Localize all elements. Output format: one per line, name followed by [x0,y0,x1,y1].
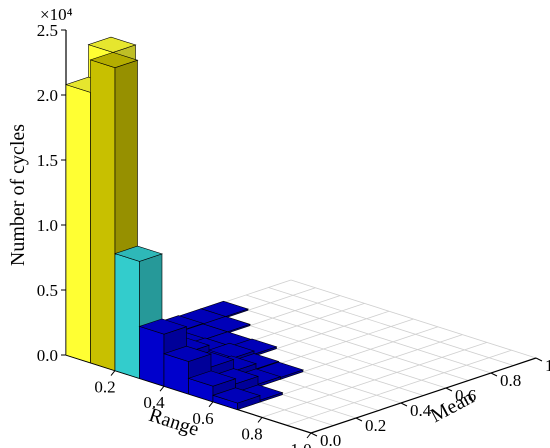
mean-tick-label: 0.6 [455,386,476,405]
scale-label: ×10⁴ [40,5,73,24]
mean-axis-line [310,357,537,434]
mean-tick-mark [400,402,408,407]
range-tick-label: 1.0 [290,440,311,448]
range-tick-mark [257,417,263,423]
grid-line-mean [245,294,492,374]
range-tick-mark [110,370,116,376]
bar-front-face [65,84,91,364]
mean-tick-label: 0.8 [500,371,521,390]
mean-tick-mark [355,417,363,422]
mean-tick-label: 0.2 [365,416,386,435]
grid-line-range [286,349,512,426]
range-tick-label: 0.2 [94,378,115,397]
bar [212,387,261,411]
bars-layer [65,36,304,411]
bar-top-face [138,318,188,335]
mean-tick-mark [445,387,453,392]
range-tick-label: 0.4 [143,393,165,412]
mean-tick-mark [490,372,498,377]
z-tick-label: 0.5 [37,281,58,300]
bar-front-face [90,59,116,372]
bar-top-face [114,245,163,262]
range-tick-mark [208,401,214,408]
z-tick-label: 0.0 [37,346,58,365]
grid-line-mean [290,279,537,359]
range-tick-mark [306,432,312,439]
mean-tick-mark [535,357,543,362]
z-axis: 0.0 0.5 1.0 1.5 2.0 2.5 [37,21,67,365]
grid-line-mean [223,302,469,381]
bar-top-face [89,52,139,69]
z-tick-label: 1.0 [37,216,58,235]
range-tick-label: 0.6 [192,409,213,428]
grid-line-mean [268,287,514,366]
mean-tick-mark [310,432,318,437]
range-tick-mark [159,385,165,392]
mean-tick-label: 0.0 [320,431,341,448]
bar-top-face [212,387,261,404]
bar-top-face [187,370,237,387]
axis-labels: ×10⁴ Number of cycles Range Mean [7,5,477,441]
bar-top-face [87,36,137,53]
range-tick-label: 0.8 [241,424,262,443]
mean-tick-label: 0.4 [410,401,432,420]
z-tick-label: 1.5 [37,151,58,170]
grid-line-range [261,342,488,418]
bar-top-face [163,345,212,362]
z-tick-label: 2.5 [37,21,58,40]
bar-front-face [114,253,140,379]
mean-tick-label: 1.0 [545,356,550,375]
z-axis-title: Number of cycles [7,124,29,266]
bar-front-face [139,325,165,387]
z-tick-label: 2.0 [37,86,58,105]
